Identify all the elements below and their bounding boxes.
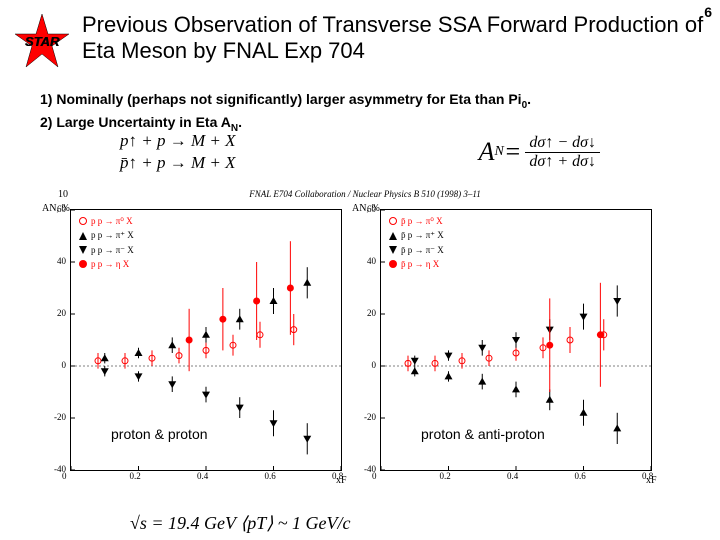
legend-left: p p → π⁰ Xp p → π⁺ Xp p → π⁻ Xp p → η X — [79, 214, 134, 272]
page-title: Previous Observation of Transverse SSA F… — [82, 12, 708, 65]
formulas-row: p↑ + p → M + X p̄↑ + p → M + X AN = dσ↑ … — [120, 130, 600, 174]
caption-right: proton & anti-proton — [421, 426, 545, 442]
chart-panel-left: p p → π⁰ Xp p → π⁺ Xp p → π⁻ Xp p → η X … — [70, 209, 342, 471]
figure: 10 FNAL E704 Collaboration / Nuclear Phy… — [70, 195, 660, 495]
chart-panel-right: p̄ p → π⁰ Xp̄ p → π⁺ Xp̄ p → π⁻ Xp̄ p → … — [380, 209, 652, 471]
xlabel-right: xF — [646, 475, 657, 486]
caption-left: proton & proton — [111, 426, 208, 442]
header: STAR Previous Observation of Transverse … — [0, 0, 720, 76]
figure-reference: 10 FNAL E704 Collaboration / Nuclear Phy… — [70, 189, 660, 199]
page-number: 6 — [704, 4, 712, 20]
star-logo-text: STAR — [12, 34, 72, 49]
bullets: 1) Nominally (perhaps not significantly)… — [40, 90, 720, 136]
star-logo: STAR — [12, 12, 72, 72]
reaction-formulas: p↑ + p → M + X p̄↑ + p → M + X — [120, 130, 236, 174]
bottom-formula: √s = 19.4 GeV ⟨pT⟩ ~ 1 GeV/c — [130, 513, 350, 534]
xlabel-left: xF — [336, 475, 347, 486]
an-formula: AN = dσ↑ − dσ↓ dσ↑ + dσ↓ — [479, 130, 600, 174]
bullet-1: 1) Nominally (perhaps not significantly)… — [40, 90, 720, 113]
legend-right: p̄ p → π⁰ Xp̄ p → π⁺ Xp̄ p → π⁻ Xp̄ p → … — [389, 214, 444, 272]
